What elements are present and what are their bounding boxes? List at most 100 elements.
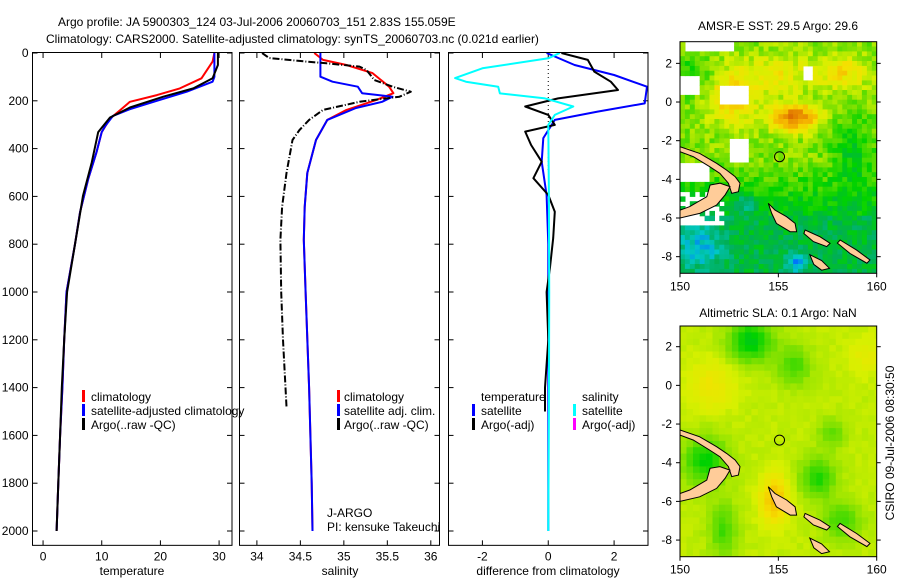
map-cell — [809, 396, 817, 404]
map-cell — [783, 364, 791, 372]
map-cell — [748, 235, 755, 241]
map-cell — [835, 421, 843, 429]
map-cell — [857, 264, 863, 270]
map-cell — [680, 517, 688, 525]
map-cell — [744, 345, 752, 353]
map-cell — [809, 370, 817, 378]
map-cell — [689, 109, 696, 115]
map-cell — [832, 201, 838, 207]
y-tick-label: -6 — [661, 211, 672, 225]
map-cell — [842, 259, 848, 265]
map-cell — [866, 90, 873, 96]
map-cell — [694, 138, 701, 144]
map-cell — [724, 157, 730, 164]
map-cell — [812, 41, 819, 48]
map-cell — [744, 460, 752, 467]
map-cell — [847, 254, 853, 260]
map-cell — [812, 99, 819, 106]
map-cell — [835, 453, 843, 461]
map-cell — [758, 143, 765, 149]
map-cell — [866, 235, 873, 241]
map-cell — [847, 114, 853, 120]
map-cell — [704, 85, 711, 91]
map-cell — [842, 549, 850, 557]
map-cell — [757, 402, 765, 410]
map-cell — [861, 402, 869, 410]
map-cell — [783, 479, 791, 487]
map-cell — [753, 104, 760, 110]
map-cell — [866, 259, 873, 265]
map-cell — [777, 485, 785, 493]
map-cell — [852, 148, 858, 154]
map-cell — [852, 186, 858, 193]
map-cell — [699, 181, 706, 188]
map-cell — [827, 128, 833, 135]
map-cell — [699, 104, 706, 110]
map-cell — [816, 409, 824, 416]
map-cell — [783, 357, 791, 365]
map-cell — [852, 225, 858, 231]
map-cell — [724, 264, 730, 270]
map-cell — [734, 172, 740, 178]
map-cell — [793, 56, 799, 62]
map-cell — [866, 41, 873, 48]
map-cell — [835, 383, 843, 391]
map-cell — [842, 460, 850, 467]
map-cell — [694, 239, 701, 246]
map-cell — [734, 119, 740, 125]
map-cell — [809, 460, 817, 467]
map-cell — [709, 268, 715, 274]
map-cell — [803, 549, 811, 557]
map-cell — [802, 85, 809, 91]
map-cell — [847, 41, 853, 48]
map-cell — [861, 326, 869, 333]
map-cell — [857, 148, 863, 154]
plot-frame — [239, 52, 440, 546]
map-cell — [871, 201, 877, 207]
map-cell — [861, 498, 869, 506]
map-cell — [866, 94, 873, 101]
map-cell — [796, 523, 804, 531]
map-cell — [874, 428, 877, 436]
map-cell — [693, 383, 701, 391]
map-cell — [842, 345, 850, 353]
map-cell — [706, 428, 714, 436]
map-cell — [757, 345, 765, 353]
map-cell — [770, 472, 778, 480]
map-cell — [802, 114, 809, 120]
map-cell — [783, 162, 789, 168]
map-cell — [739, 114, 745, 120]
map-cell — [842, 491, 850, 499]
map-cell — [793, 51, 799, 57]
map-cell — [822, 491, 830, 499]
map-cell — [874, 396, 877, 404]
map-cell — [868, 479, 876, 487]
map-cell — [764, 447, 772, 455]
map-cell — [743, 172, 750, 178]
map-cell — [731, 536, 739, 544]
map-cell — [693, 326, 701, 333]
map-cell — [686, 415, 694, 423]
map-cell — [871, 177, 877, 183]
map-cell — [719, 123, 725, 130]
map-cell — [725, 383, 733, 391]
map-cell — [734, 123, 740, 130]
map-cell — [773, 46, 779, 52]
map-cell — [725, 511, 733, 519]
map-cell — [842, 453, 850, 461]
map-cell — [738, 377, 746, 385]
map-cell — [734, 206, 740, 212]
map-cell — [778, 56, 784, 62]
map-cell — [816, 351, 824, 359]
map-cell — [680, 351, 688, 359]
map-cell — [793, 128, 799, 135]
map-cell — [809, 440, 817, 448]
map-cell — [861, 85, 868, 91]
map-cell — [790, 364, 798, 372]
map-cell — [816, 421, 824, 429]
map-cell — [852, 264, 858, 270]
map-cell — [847, 181, 853, 188]
map-cell — [764, 434, 772, 442]
map-cell — [724, 133, 730, 139]
map-cell — [743, 51, 750, 57]
